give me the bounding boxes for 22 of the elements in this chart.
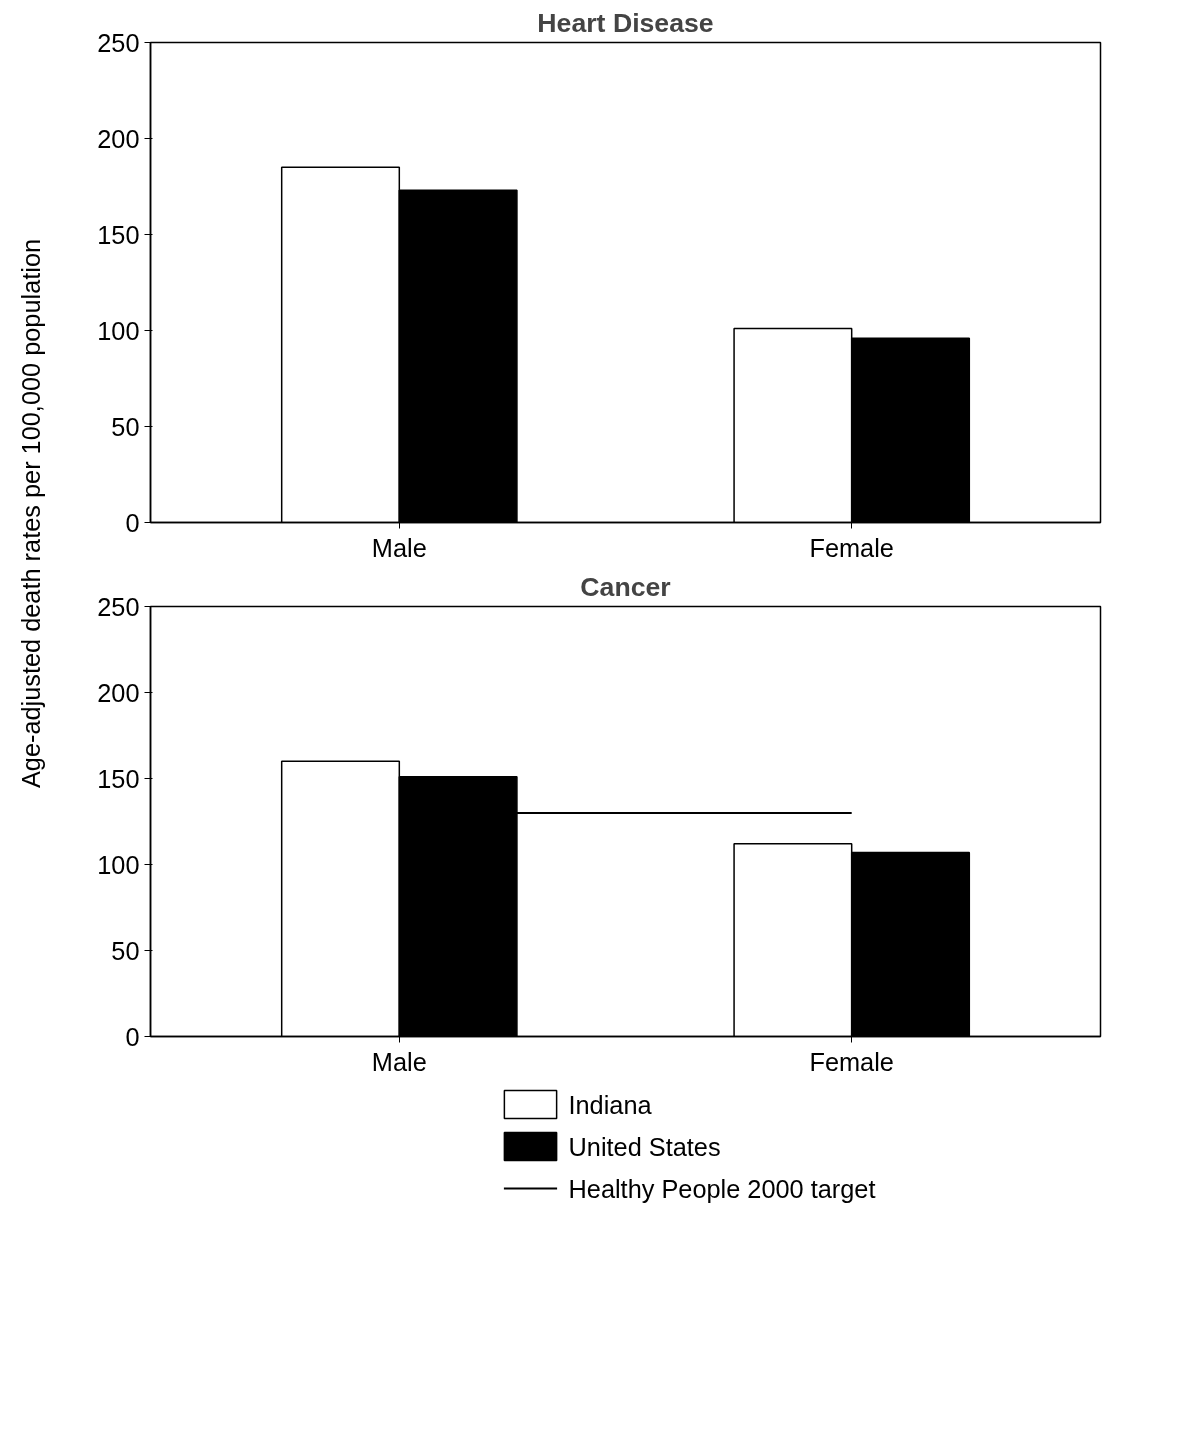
legend-label: Indiana (568, 1090, 653, 1119)
y-tick-label: 0 (125, 508, 140, 537)
x-tick-label: Female (809, 1047, 894, 1076)
y-tick-label: 250 (97, 28, 140, 57)
x-tick-label: Male (371, 533, 427, 562)
y-tick-label: 50 (111, 412, 140, 441)
x-tick-label: Male (371, 1047, 427, 1076)
y-tick-label: 200 (97, 124, 140, 153)
y-tick-label: 0 (125, 1022, 140, 1051)
y-tick-label: 50 (111, 936, 140, 965)
chart-title: Cancer (580, 571, 671, 602)
y-tick-label: 200 (97, 678, 140, 707)
chart-title: Heart Disease (537, 7, 714, 38)
y-tick-label: 150 (97, 220, 140, 249)
y-axis-title: Age-adjusted death rates per 100,000 population (16, 238, 45, 789)
y-tick-label: 100 (97, 850, 140, 879)
y-tick-label: 150 (97, 764, 140, 793)
y-tick-label: 250 (97, 592, 140, 621)
x-tick-label: Female (809, 533, 894, 562)
legend-label: United States (568, 1132, 721, 1161)
y-tick-label: 100 (97, 316, 140, 345)
legend-label: Healthy People 2000 target (568, 1174, 876, 1203)
